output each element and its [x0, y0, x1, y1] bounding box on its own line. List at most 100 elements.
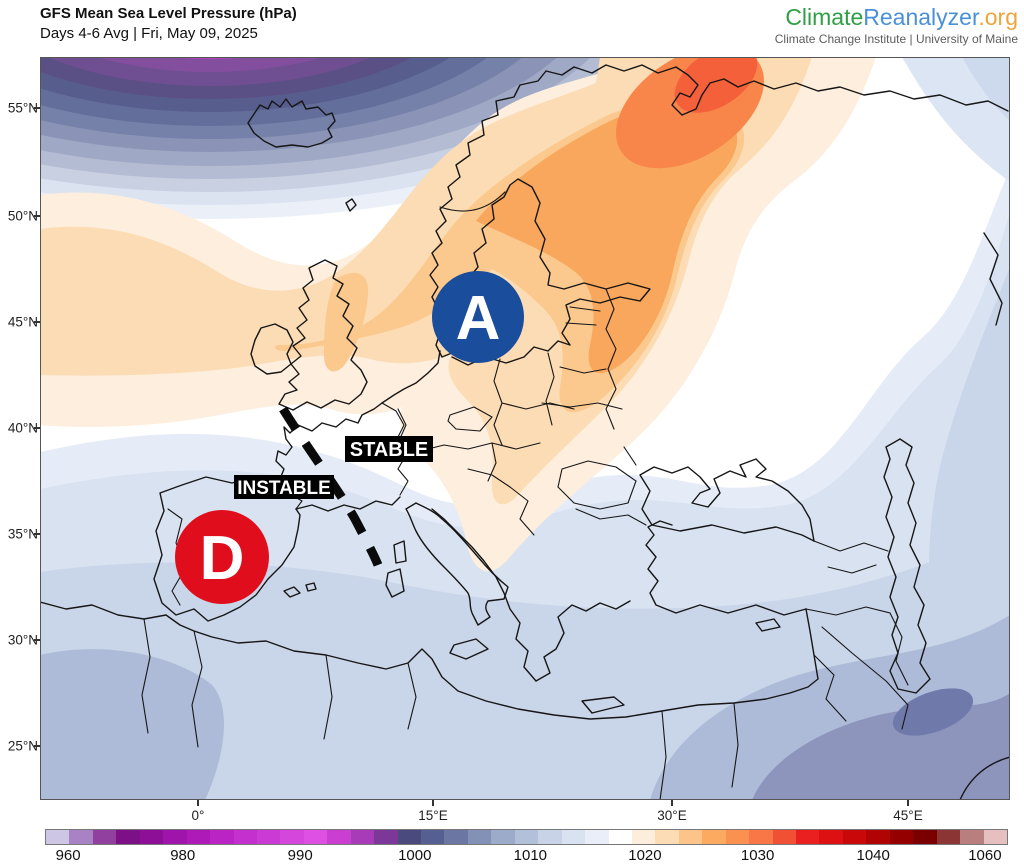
- colorbar-segment: [327, 830, 351, 844]
- colorbar-tick-label: 1020: [628, 847, 662, 864]
- lat-tick-mark: [34, 107, 40, 109]
- lon-tick-label: 45°E: [893, 808, 923, 823]
- colorbar-segment: [772, 830, 796, 844]
- colorbar: [45, 829, 1008, 845]
- low-pressure-marker: D: [175, 510, 269, 604]
- lat-tick-label: 25°N: [7, 738, 38, 754]
- colorbar-segment: [233, 830, 257, 844]
- crete-coastline: [581, 696, 625, 714]
- colorbar-segment: [397, 830, 421, 844]
- north-sea-coastline: [381, 350, 441, 404]
- lon-tick-mark: [197, 800, 199, 806]
- lat-tick-label: 50°N: [7, 208, 38, 224]
- colorbar-segment: [608, 830, 632, 844]
- lat-tick-mark: [34, 427, 40, 429]
- colorbar-segment: [421, 830, 445, 844]
- colorbar-tick-label: 980: [170, 847, 196, 864]
- map-area: STABLE INSTABLE A D: [40, 57, 1010, 800]
- coastlines: [40, 64, 1010, 800]
- north-africa-coastline: [40, 601, 819, 720]
- front-dashed-line: [279, 406, 383, 567]
- turkey-south-aegean-coastline: [645, 520, 807, 616]
- lat-tick-mark: [34, 639, 40, 641]
- france-med-coastline: [295, 496, 401, 512]
- lon-tick-label: 0°: [191, 808, 205, 823]
- colorbar-segment: [561, 830, 586, 844]
- colorbar-tick-label: 1040: [856, 847, 890, 864]
- colorbar-segment: [256, 830, 281, 844]
- high-pressure-marker: A: [432, 271, 524, 363]
- logo-wordmark[interactable]: ClimateReanalyzer.org: [775, 4, 1018, 31]
- map-border: [40, 57, 1010, 800]
- norway-barents-coastline: [429, 64, 1009, 310]
- faroe-islands: [345, 198, 357, 212]
- balearics: [283, 582, 317, 598]
- country-borders: [141, 191, 909, 800]
- lat-tick-label: 55°N: [7, 100, 38, 116]
- colorbar-segment: [116, 830, 140, 844]
- lon-tick-mark: [907, 800, 909, 806]
- colorbar-segment: [725, 830, 750, 844]
- colorbar-tick-label: 1000: [398, 847, 432, 864]
- black-sea-south-coastline: [651, 524, 815, 542]
- colorbar-tick-label: 1030: [740, 847, 775, 864]
- pressure-map: STABLE INSTABLE A D: [40, 57, 1010, 800]
- colorbar-segment: [749, 830, 773, 844]
- colorbar-segment: [46, 830, 70, 844]
- colorbar-segment: [538, 830, 562, 844]
- caspian-sea-coastline: [883, 438, 931, 694]
- lon-tick-mark: [432, 800, 434, 806]
- stable-annotation: STABLE: [345, 436, 433, 462]
- lon-tick-label: 30°E: [657, 808, 687, 823]
- ireland-coastline: [250, 323, 294, 375]
- colorbar-segment: [983, 830, 1007, 844]
- colorbar-segment: [69, 830, 93, 844]
- lat-tick-mark: [34, 321, 40, 323]
- sicily-coastline: [449, 638, 489, 660]
- lon-tick-label: 15°E: [418, 808, 448, 823]
- low-marker-letter: D: [200, 524, 245, 593]
- black-sea-north-coastline: [639, 458, 815, 542]
- colorbar-segment: [631, 830, 656, 844]
- colorbar-segment: [702, 830, 726, 844]
- lat-tick-mark: [34, 745, 40, 747]
- colorbar-segment: [866, 830, 890, 844]
- colorbar-tick-label: 990: [287, 847, 313, 864]
- colorbar-segment: [467, 830, 492, 844]
- colorbar-segment: [819, 830, 843, 844]
- lat-tick-label: 45°N: [7, 314, 38, 330]
- colorbar-segment: [444, 830, 468, 844]
- climatereanalyzer-logo[interactable]: ClimateReanalyzer.org Climate Change Ins…: [775, 4, 1018, 46]
- colorbar-segment: [585, 830, 609, 844]
- novaya-zemlya-coast: [983, 232, 1003, 326]
- colorbar-segment: [889, 830, 914, 844]
- lat-tick-label: 40°N: [7, 420, 38, 436]
- colorbar-segment: [92, 830, 117, 844]
- colorbar-segment: [350, 830, 375, 844]
- colorbar-tick-label: 960: [55, 847, 81, 864]
- corsica-coastline: [393, 540, 407, 564]
- page-title: GFS Mean Sea Level Pressure (hPa): [40, 5, 297, 22]
- page-subtitle: Days 4-6 Avg | Fri, May 09, 2025: [40, 25, 258, 42]
- colorbar-segment: [913, 830, 937, 844]
- sardinia-coastline: [385, 568, 405, 598]
- lat-tick-mark: [34, 533, 40, 535]
- lat-tick-label: 35°N: [7, 526, 38, 542]
- colorbar-segment: [491, 830, 515, 844]
- colorbar-segment: [303, 830, 328, 844]
- colorbar-segment: [678, 830, 703, 844]
- stable-label: STABLE: [350, 439, 429, 461]
- colorbar-segment: [514, 830, 539, 844]
- logo-org: .org: [978, 4, 1018, 30]
- logo-tagline: Climate Change Institute | University of…: [774, 32, 1018, 46]
- colorbar-tick-label: 1060: [968, 847, 1002, 864]
- italy-coastline: [405, 502, 509, 626]
- colorbar-segment: [655, 830, 679, 844]
- lat-tick-label: 30°N: [7, 632, 38, 648]
- colorbar-segment: [210, 830, 234, 844]
- cyprus-coastline: [755, 618, 781, 632]
- instable-annotation: INSTABLE: [234, 475, 334, 499]
- colorbar-segment: [936, 830, 961, 844]
- france-atlantic-coastline: [273, 402, 383, 486]
